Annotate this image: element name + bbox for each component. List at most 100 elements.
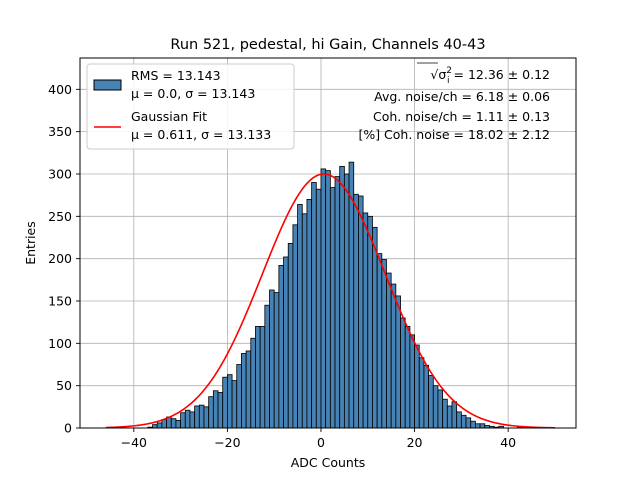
histogram-bar bbox=[161, 419, 167, 429]
y-tick-label: 250 bbox=[48, 209, 72, 224]
histogram-bar bbox=[297, 204, 303, 429]
histogram-bar bbox=[189, 411, 196, 429]
noise-annotations: √σ2 i = 12.36 ± 0.12 Avg. noise/ch = 6.18… bbox=[358, 62, 550, 142]
sigma-superscript: 2 bbox=[446, 66, 452, 76]
y-tick-label: 50 bbox=[56, 378, 72, 393]
histogram-bar bbox=[180, 412, 186, 429]
histogram-bar bbox=[432, 385, 439, 429]
histogram-bar bbox=[194, 405, 200, 429]
histogram-bar bbox=[343, 173, 350, 429]
histogram-bar bbox=[390, 283, 397, 429]
x-axis-label: ADC Counts bbox=[291, 455, 366, 470]
histogram-bar bbox=[198, 404, 205, 429]
histogram-bar bbox=[442, 398, 448, 429]
histogram-bar bbox=[456, 411, 462, 429]
x-tick-label: −20 bbox=[214, 435, 240, 450]
histogram-bar bbox=[320, 168, 327, 429]
histogram-bar bbox=[437, 389, 444, 429]
histogram-bar bbox=[409, 334, 415, 429]
histogram-bar bbox=[184, 409, 191, 429]
histogram-bar bbox=[367, 215, 373, 429]
histogram-bar bbox=[315, 188, 322, 429]
y-tick-label: 0 bbox=[64, 421, 72, 436]
x-axis-ticks: −40 −20 0 20 40 bbox=[121, 428, 516, 450]
plot-frame bbox=[79, 57, 577, 429]
histogram-bar bbox=[292, 224, 298, 429]
histogram-bar bbox=[358, 195, 364, 429]
histogram-bar bbox=[404, 325, 411, 429]
gaussian-fit-curve bbox=[105, 173, 555, 429]
histogram-bar bbox=[175, 419, 182, 429]
legend-histogram-stats: μ = 0.0, σ = 13.143 bbox=[131, 86, 255, 101]
histogram-bars bbox=[147, 161, 523, 429]
histogram-bar bbox=[372, 226, 378, 429]
histogram-bar bbox=[376, 253, 383, 429]
histogram-bar bbox=[460, 414, 467, 429]
histogram-bar bbox=[222, 376, 228, 429]
x-tick-label: 40 bbox=[500, 435, 516, 450]
x-tick-label: −40 bbox=[121, 435, 147, 450]
histogram-bar bbox=[301, 213, 308, 429]
annotation-avg-noise: Avg. noise/ch = 6.18 ± 0.06 bbox=[374, 89, 550, 104]
annotation-coh-noise: Coh. noise/ch = 1.11 ± 0.13 bbox=[373, 109, 550, 124]
histogram-bar bbox=[339, 165, 345, 429]
legend-box bbox=[86, 63, 295, 150]
sigma-value: = 12.36 ± 0.12 bbox=[450, 67, 550, 82]
histogram-bar bbox=[226, 374, 233, 429]
histogram-bar bbox=[264, 304, 270, 429]
legend: RMS = 13.143 μ = 0.0, σ = 13.143 Gaussia… bbox=[86, 63, 295, 150]
histogram-bar bbox=[428, 375, 434, 429]
histogram-bar bbox=[273, 292, 280, 429]
histogram-bar bbox=[269, 289, 275, 429]
histogram-bar bbox=[250, 337, 256, 429]
histogram-bar bbox=[353, 193, 359, 429]
histogram-bar bbox=[152, 424, 158, 429]
y-tick-label: 200 bbox=[48, 251, 72, 266]
histogram-bar bbox=[423, 364, 430, 429]
histogram-bar bbox=[381, 259, 387, 429]
histogram-bar bbox=[451, 401, 458, 429]
histogram-bar bbox=[245, 350, 252, 429]
sigma-subscript: i bbox=[447, 76, 450, 86]
histogram-bar bbox=[446, 405, 453, 429]
chart-title: Run 521, pedestal, hi Gain, Channels 40-… bbox=[170, 37, 485, 53]
legend-histogram-label: RMS = 13.143 bbox=[131, 68, 221, 83]
sigma-symbol: σ bbox=[438, 67, 446, 82]
histogram-bar bbox=[231, 380, 238, 429]
histogram-bar bbox=[283, 256, 289, 429]
annotation-coh-noise-percent: [%] Coh. noise = 18.02 ± 2.12 bbox=[358, 127, 550, 142]
histogram-bar bbox=[362, 212, 369, 429]
histogram-bar bbox=[212, 390, 219, 429]
y-tick-label: 350 bbox=[48, 124, 72, 139]
legend-fit-stats: μ = 0.611, σ = 13.133 bbox=[131, 127, 271, 142]
histogram-bar bbox=[170, 418, 177, 429]
histogram-bar bbox=[470, 420, 476, 429]
histogram-bar bbox=[395, 295, 401, 429]
histogram-bar bbox=[255, 325, 261, 429]
y-tick-label: 100 bbox=[48, 336, 72, 351]
y-axis-label: Entries bbox=[23, 221, 38, 265]
y-tick-label: 150 bbox=[48, 293, 72, 308]
x-tick-label: 20 bbox=[407, 435, 423, 450]
histogram-bar bbox=[386, 272, 392, 429]
histogram-bar bbox=[329, 187, 336, 429]
histogram-bar bbox=[203, 406, 210, 429]
histogram-bar bbox=[414, 344, 420, 429]
histogram-bar bbox=[241, 353, 247, 429]
sqrt-symbol: √ bbox=[430, 67, 438, 82]
histogram-bar bbox=[400, 317, 406, 429]
histogram-bar bbox=[306, 198, 313, 429]
y-tick-label: 400 bbox=[48, 82, 72, 97]
legend-fit-label: Gaussian Fit bbox=[131, 109, 207, 124]
histogram-bar bbox=[474, 423, 481, 429]
histogram-bar bbox=[259, 325, 266, 429]
histogram-bar bbox=[418, 357, 425, 429]
histogram-bar bbox=[287, 243, 294, 429]
histogram-bar bbox=[311, 182, 317, 429]
annotation-sigma: √σ2 i = 12.36 ± 0.12 bbox=[430, 66, 550, 86]
x-tick-label: 0 bbox=[317, 435, 325, 450]
histogram-bar bbox=[479, 423, 486, 429]
histogram-bar bbox=[465, 417, 472, 429]
legend-histogram-swatch bbox=[93, 79, 122, 91]
